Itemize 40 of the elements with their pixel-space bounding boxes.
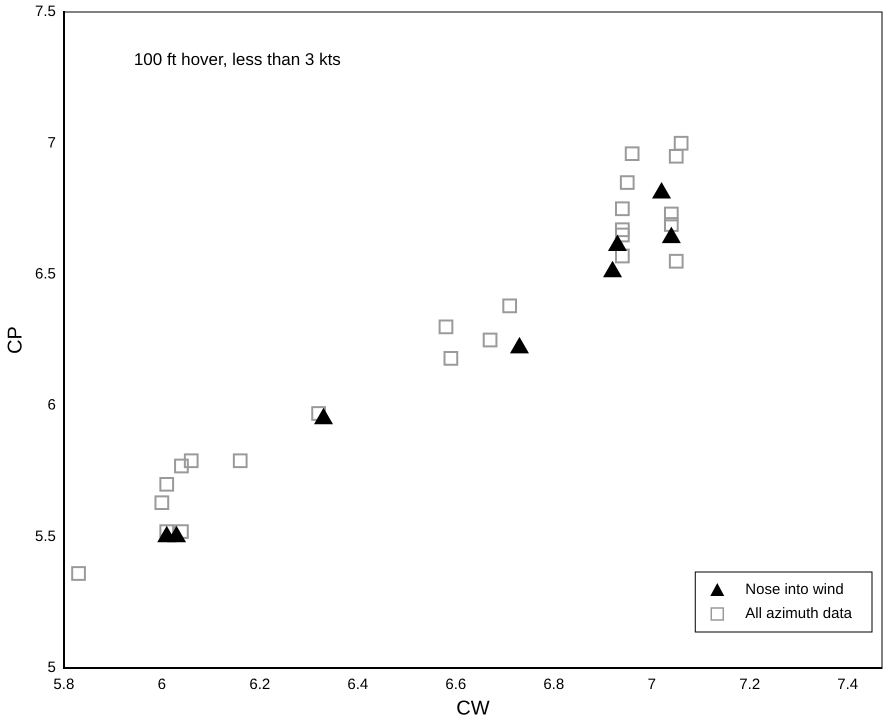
legend-label: Nose into wind <box>745 581 844 598</box>
y-tick-label: 7.5 <box>34 3 56 20</box>
point <box>71 566 86 581</box>
point <box>674 136 688 151</box>
point <box>438 320 454 334</box>
point <box>444 351 458 366</box>
y-tick-label: 6.5 <box>34 266 56 283</box>
y-tick-label: 7 <box>48 134 56 152</box>
x-tick-label: 6.8 <box>543 676 564 694</box>
x-tick-label: 6.6 <box>445 676 466 694</box>
x-axis-title: CW <box>456 698 490 720</box>
point <box>620 175 635 190</box>
x-tick-label: 6.2 <box>249 676 270 694</box>
point <box>174 458 189 474</box>
legend-label: All azimuth data <box>745 605 853 622</box>
point <box>482 332 498 348</box>
point <box>502 298 518 314</box>
point <box>614 248 630 264</box>
x-tick-label: 6.4 <box>347 676 368 694</box>
point <box>664 217 679 232</box>
x-tick-label: 7.2 <box>739 676 760 694</box>
point <box>154 495 170 510</box>
point <box>624 146 640 162</box>
point <box>668 148 684 164</box>
y-axis-title: CP <box>4 326 27 354</box>
y-tick-label: 6 <box>48 396 56 414</box>
x-tick-label: 6 <box>158 676 166 694</box>
x-tick-label: 7 <box>648 676 656 694</box>
point <box>184 453 199 468</box>
point <box>232 453 248 468</box>
point <box>614 201 630 216</box>
point <box>664 206 679 222</box>
point <box>668 254 684 269</box>
annotation: 100 ft hover, less than 3 kts <box>134 50 341 70</box>
point <box>159 476 174 492</box>
x-tick-label: 7.4 <box>837 676 858 694</box>
point <box>614 222 630 238</box>
x-tick-label: 5.8 <box>53 676 74 694</box>
y-tick-label: 5.5 <box>34 528 56 545</box>
y-tick-label: 5 <box>48 659 56 676</box>
